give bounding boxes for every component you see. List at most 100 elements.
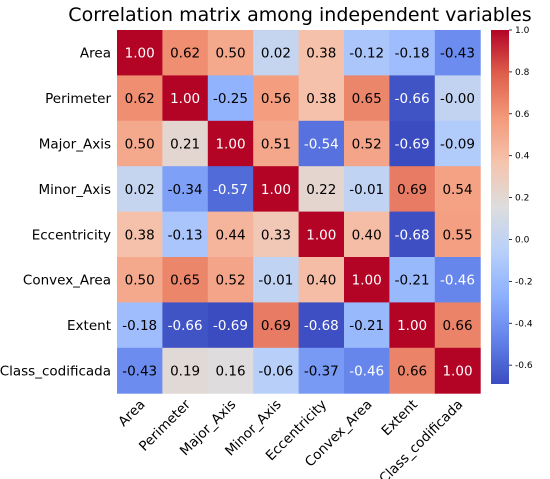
heatmap-cell bbox=[117, 347, 163, 394]
heatmap-cell bbox=[344, 166, 390, 213]
heatmap-cell bbox=[253, 30, 300, 76]
heatmap-cell bbox=[162, 211, 209, 258]
cell-value-label: 0.51 bbox=[261, 137, 291, 153]
cell-value-label: -0.21 bbox=[395, 273, 430, 289]
heatmap-cell bbox=[389, 166, 436, 213]
colorbar-tick-label: -0.2 bbox=[515, 277, 533, 287]
heatmap-cell bbox=[207, 120, 254, 167]
heatmap-cell bbox=[344, 120, 390, 167]
colorbar-tick-label: 0.4 bbox=[515, 152, 530, 162]
cell-value-label: 0.69 bbox=[261, 318, 291, 334]
cell-value-label: -0.57 bbox=[213, 182, 248, 198]
heatmap-cell bbox=[253, 257, 300, 303]
heatmap-cell bbox=[434, 75, 481, 122]
row-label: Area bbox=[80, 46, 111, 62]
cell-value-label: -0.34 bbox=[168, 182, 203, 198]
heatmap-cell bbox=[117, 75, 163, 122]
heatmap-cell bbox=[298, 120, 345, 167]
heatmap-cell bbox=[253, 347, 300, 394]
heatmap-cell bbox=[434, 166, 481, 213]
heatmap-cell bbox=[117, 211, 163, 258]
row-label: Perimeter bbox=[45, 91, 111, 107]
cell-value-label: 1.00 bbox=[397, 318, 427, 334]
colorbar-tick-label: 0.0 bbox=[515, 235, 530, 245]
heatmap-cell bbox=[207, 347, 254, 394]
cell-value-label: -0.69 bbox=[395, 137, 430, 153]
cell-value-label: -0.12 bbox=[349, 46, 384, 62]
heatmap-cell bbox=[162, 166, 209, 213]
chart-title: Correlation matrix among independent var… bbox=[68, 4, 531, 26]
cell-value-label: -0.66 bbox=[168, 318, 203, 334]
heatmap-cell bbox=[298, 347, 345, 394]
column-label: Area bbox=[115, 397, 148, 430]
heatmap-cell bbox=[298, 166, 345, 213]
heatmap-cell bbox=[389, 257, 436, 303]
colorbar-tick-label: 0.2 bbox=[515, 194, 529, 204]
cell-value-label: 0.22 bbox=[306, 182, 336, 198]
heatmap-cell bbox=[117, 120, 163, 167]
cell-value-label: 1.00 bbox=[261, 182, 291, 198]
heatmap-cell bbox=[207, 166, 254, 213]
heatmap-cell bbox=[117, 30, 163, 76]
heatmap-cell bbox=[389, 302, 436, 349]
row-label: Major_Axis bbox=[39, 137, 111, 153]
heatmap-cell bbox=[434, 120, 481, 167]
row-label: Extent bbox=[67, 318, 111, 334]
cell-value-label: -0.13 bbox=[168, 227, 203, 243]
cell-value-label: -0.68 bbox=[304, 318, 339, 334]
heatmap-cell bbox=[117, 257, 163, 303]
heatmap-cell bbox=[344, 211, 390, 258]
heatmap-cell bbox=[162, 257, 209, 303]
cell-value-label: 0.02 bbox=[125, 182, 155, 198]
cell-value-label: 0.52 bbox=[352, 137, 382, 153]
cell-value-label: 0.50 bbox=[215, 46, 245, 62]
heatmap-cell bbox=[344, 347, 390, 394]
cell-value-label: -0.54 bbox=[304, 137, 339, 153]
cell-value-label: 1.00 bbox=[306, 227, 336, 243]
heatmap-cell bbox=[162, 30, 209, 76]
cell-value-label: 0.38 bbox=[125, 227, 155, 243]
heatmap-cell bbox=[253, 302, 300, 349]
cell-value-label: 0.16 bbox=[215, 364, 245, 380]
cell-value-label: 0.40 bbox=[352, 227, 382, 243]
heatmap-cell bbox=[389, 211, 436, 258]
cell-value-label: 0.55 bbox=[442, 227, 472, 243]
row-label: Eccentricity bbox=[32, 227, 111, 243]
heatmap-cell bbox=[344, 75, 390, 122]
cell-value-label: -0.68 bbox=[395, 227, 430, 243]
heatmap-cell bbox=[389, 120, 436, 167]
heatmap-cell bbox=[434, 347, 481, 394]
cell-value-label: -0.69 bbox=[213, 318, 248, 334]
cell-value-label: 0.02 bbox=[261, 46, 291, 62]
cell-value-label: -0.25 bbox=[213, 91, 248, 107]
cell-value-label: -0.18 bbox=[395, 46, 430, 62]
heatmap-cell bbox=[298, 211, 345, 258]
cell-value-label: 0.33 bbox=[261, 227, 291, 243]
cell-value-label: -0.43 bbox=[122, 364, 157, 380]
heatmap-cell bbox=[344, 302, 390, 349]
colorbar: 1.0 0.8 0.6 0.4 0.2 0.0 -0.2 -0.4 -0.6 bbox=[491, 26, 533, 384]
colorbar-tick-label: -0.6 bbox=[515, 361, 533, 371]
heatmap-cell bbox=[253, 166, 300, 213]
cell-value-label: 0.50 bbox=[125, 137, 155, 153]
heatmap-cell bbox=[434, 302, 481, 349]
cell-value-label: 0.54 bbox=[442, 182, 472, 198]
cell-value-label: 1.00 bbox=[352, 273, 382, 289]
cell-value-label: 0.40 bbox=[306, 273, 336, 289]
cell-value-label: -0.18 bbox=[122, 318, 157, 334]
cell-value-label: 0.44 bbox=[215, 227, 245, 243]
heatmap-cell bbox=[434, 211, 481, 258]
colorbar-tick-label: 0.8 bbox=[515, 68, 530, 78]
cell-value-label: 0.66 bbox=[442, 318, 472, 334]
cell-value-label: -0.06 bbox=[258, 364, 293, 380]
row-labels: Area Perimeter Major_Axis Minor_Axis Eccentr… bbox=[0, 46, 111, 380]
heatmap-cell bbox=[298, 257, 345, 303]
cell-value-label: 0.66 bbox=[397, 364, 427, 380]
cell-value-label: 1.00 bbox=[215, 137, 245, 153]
cell-value-label: 1.00 bbox=[170, 91, 200, 107]
colorbar-tick-label: 0.6 bbox=[515, 110, 530, 120]
colorbar-tick-label: 1.0 bbox=[515, 26, 530, 36]
heatmap-cell bbox=[253, 211, 300, 258]
cell-value-label: -0.37 bbox=[304, 364, 339, 380]
